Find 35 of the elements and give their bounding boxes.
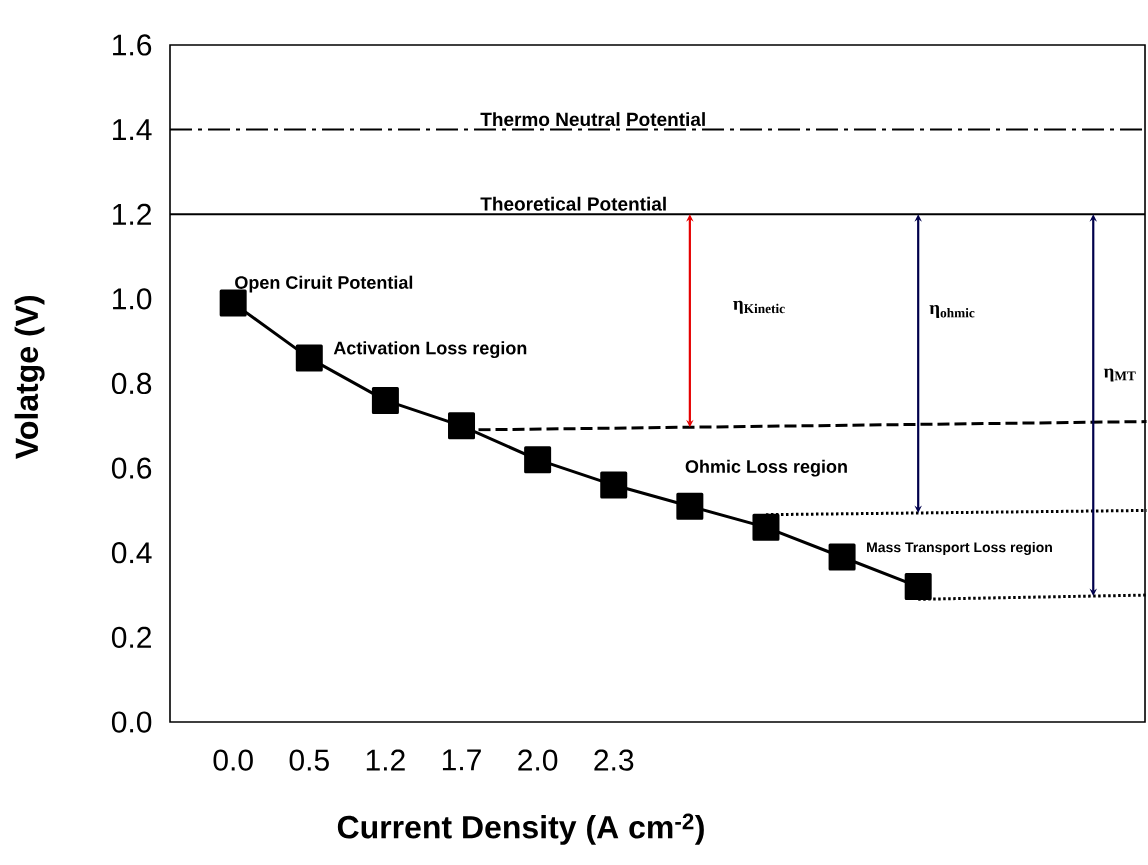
y-tick-label: 1.4 — [113, 119, 152, 140]
point — [524, 446, 552, 474]
annotation: Mass Transport Loss region — [867, 541, 1052, 556]
point — [752, 513, 780, 541]
y-tick-label: 0.4 — [111, 542, 152, 564]
y-tick-label: 0.0 — [111, 711, 152, 733]
y-tick-label: 1.6 — [113, 34, 152, 56]
y-axis-title: Volatge (V) — [14, 295, 45, 459]
annotation: η$_{MT}$ — [1103, 368, 1136, 382]
ref-line-label: Thermo Neutral Potential — [480, 112, 705, 127]
x-tick-label: 0.0 — [213, 749, 253, 771]
point — [600, 471, 628, 499]
point — [676, 492, 704, 520]
annotation: η$_{Kinetic}$ — [733, 300, 785, 314]
y-tick-label: 0.2 — [111, 626, 151, 648]
point — [828, 543, 856, 571]
y-tick-label: 1.0 — [113, 288, 152, 310]
annotation: Open Ciruit Potential — [235, 275, 413, 293]
annotation: Activation Loss region — [333, 341, 527, 359]
x-tick-label: 2.3 — [594, 749, 634, 771]
y-tick-label: 1.2 — [113, 203, 151, 225]
x-axis-title: Current Density (A cm$^{-2}$) — [337, 813, 704, 845]
ref-line-label: Theoretical Potential — [480, 196, 666, 211]
x-tick-label: 2.0 — [518, 749, 558, 771]
x-tick-label: 1.2 — [366, 749, 405, 771]
point — [904, 573, 932, 601]
x-tick-label: 0.5 — [289, 749, 329, 771]
annotation: η$_{ohmic}$ — [929, 305, 975, 319]
annotation: Ohmic Loss region — [685, 459, 847, 477]
point — [448, 412, 476, 440]
y-tick-label: 0.8 — [111, 372, 152, 395]
point — [371, 386, 399, 414]
y-tick-label: 0.6 — [111, 457, 152, 479]
x-tick-label: 1.7 — [442, 749, 481, 771]
point — [295, 344, 323, 372]
